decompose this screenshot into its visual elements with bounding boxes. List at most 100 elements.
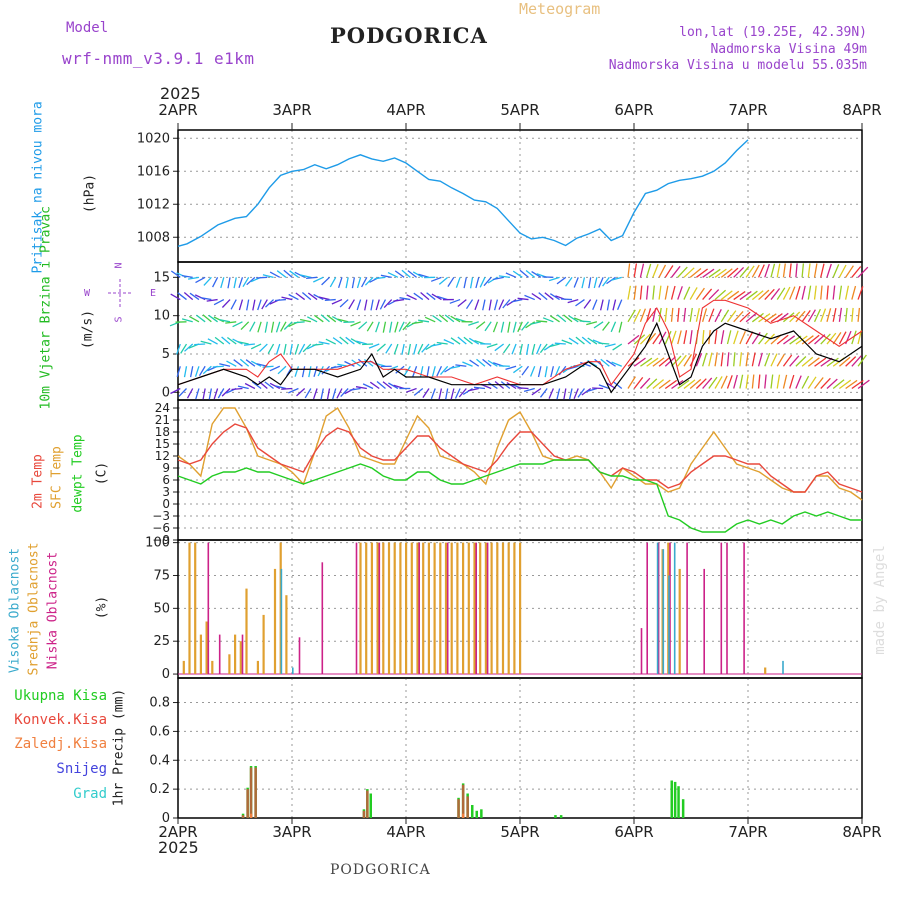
wind-arrow xyxy=(733,330,739,345)
mid-cloud-bar xyxy=(422,542,425,674)
wind-arrow xyxy=(304,388,312,399)
wind-arrow xyxy=(689,378,702,389)
wind-arrow xyxy=(512,321,517,333)
wind-arrow xyxy=(720,290,733,301)
wind-arrow xyxy=(402,321,411,331)
low-cloud-bar xyxy=(418,542,420,674)
wind-arrow xyxy=(430,343,442,347)
wind-arrow xyxy=(194,343,206,346)
wind-arrow xyxy=(776,263,781,278)
high-cloud-bar xyxy=(280,568,283,674)
precip-legend-frz: Zaledj.Kisa xyxy=(14,736,107,752)
wind-arrow xyxy=(519,269,529,278)
wind-arrow xyxy=(318,341,330,345)
wind-arrow xyxy=(757,374,761,389)
wind-arrow xyxy=(776,353,785,367)
wind-arrow xyxy=(307,316,318,323)
wind-arrow xyxy=(606,359,616,367)
wind-arrow xyxy=(364,276,374,286)
wind-arrow xyxy=(652,332,662,345)
wind-arrow xyxy=(664,330,672,345)
wind-arrow xyxy=(312,343,324,346)
wind-arrow xyxy=(399,297,411,301)
wind-arrow xyxy=(782,263,786,278)
y-tick-label: 3 xyxy=(162,485,170,499)
wind-arrow xyxy=(475,277,480,289)
wind-arrow xyxy=(512,270,523,278)
mid-cloud-bar xyxy=(456,542,459,674)
y-tick-label: 100 xyxy=(145,536,170,551)
high-cloud-bar xyxy=(673,542,676,674)
wind-arrow xyxy=(250,343,262,350)
temp2m-line xyxy=(177,423,863,493)
mid-cloud-bar xyxy=(188,542,191,674)
wind-arrow xyxy=(401,343,405,355)
wind-arrow xyxy=(488,299,492,311)
y-tick-label: 75 xyxy=(153,568,170,583)
wind-arrow xyxy=(838,331,847,345)
wind-arrow xyxy=(580,361,591,367)
wind-arrow xyxy=(658,379,671,390)
wind-arrow xyxy=(493,299,499,311)
wind-arrow xyxy=(838,307,843,322)
wind-arrow xyxy=(758,332,768,345)
wind-arrow xyxy=(549,293,560,301)
wind-arrow xyxy=(506,299,517,306)
wind-arrow xyxy=(465,299,474,310)
wind-arrow xyxy=(714,289,727,301)
wind-arrow xyxy=(200,340,212,345)
wind-arrow xyxy=(374,276,386,280)
wind-arrow xyxy=(511,343,517,355)
wind-arrow xyxy=(801,335,814,345)
wind-arrow xyxy=(227,336,237,345)
wind-arrow xyxy=(207,338,218,345)
wind-arrow xyxy=(492,321,499,333)
wind-arrow xyxy=(530,321,542,325)
y-tick-label: 0.4 xyxy=(149,753,170,768)
wind-arrow xyxy=(592,299,598,310)
wind-arrow xyxy=(321,365,330,375)
wind-arrow xyxy=(627,263,631,278)
wind-arrow xyxy=(702,377,713,389)
wind-arrow xyxy=(826,308,832,322)
wind-arrow xyxy=(320,314,330,323)
wind-arrow xyxy=(795,286,801,300)
wind-arrow xyxy=(246,299,250,311)
wind-arrow xyxy=(506,382,517,390)
wind-arrow xyxy=(398,321,405,332)
wind-arrow xyxy=(362,383,374,390)
wind-arrow xyxy=(213,388,219,400)
wind-arrow xyxy=(424,316,436,323)
wind-arrow xyxy=(213,298,225,306)
x-tick-label-top: 6APR xyxy=(614,101,653,119)
precip-legend-conv: Konvek.Kisa xyxy=(14,712,107,728)
wind-arrow xyxy=(208,388,213,400)
wind-arrow xyxy=(633,263,638,278)
wind-arrow xyxy=(498,299,505,310)
wind-arrow xyxy=(733,290,746,301)
wind-arrow xyxy=(618,321,623,333)
y-tick-label: 25 xyxy=(153,634,170,649)
wind-arrow xyxy=(296,388,306,397)
wind-arrow xyxy=(306,276,318,280)
wind-arrow xyxy=(695,307,700,322)
wind-arrow xyxy=(324,298,336,302)
wind-arrow xyxy=(476,358,486,367)
wind-arrow xyxy=(369,381,380,390)
wind-arrow xyxy=(351,277,356,289)
wind-arrow xyxy=(312,388,318,400)
wind-arrow xyxy=(202,314,212,323)
wind-arrow xyxy=(221,299,231,308)
wind-arrow xyxy=(487,381,498,390)
wind-arrow xyxy=(627,285,632,300)
wind-arrow xyxy=(832,264,840,278)
wind-arrow xyxy=(606,299,610,311)
wind-arrow xyxy=(523,387,535,393)
wind-arrow xyxy=(343,321,355,324)
wind-arrow xyxy=(588,277,592,289)
wind-arrow xyxy=(267,343,275,354)
wind-arrow xyxy=(764,263,770,278)
wind-arrow xyxy=(349,387,361,391)
wind-arrow xyxy=(189,366,194,378)
wind-arrow xyxy=(337,277,343,288)
